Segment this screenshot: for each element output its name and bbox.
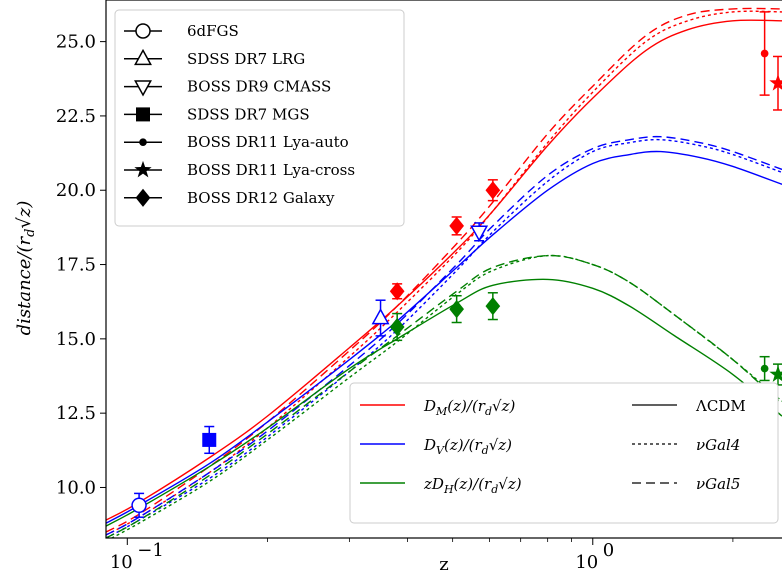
legend-label: ΛCDM xyxy=(695,397,746,415)
legend-label: BOSS DR11 Lya-auto xyxy=(187,133,349,151)
legend-label: DM(z)/(rd√z) xyxy=(423,397,515,418)
point-marker xyxy=(449,300,465,319)
point-marker xyxy=(769,74,782,91)
x-tick-label: 10 xyxy=(575,552,598,573)
point-marker xyxy=(760,49,769,58)
y-tick-label: 12.5 xyxy=(56,403,96,424)
legend-markers: 6dFGS SDSS DR7 LRG BOSS DR9 CMASS SDSS DR7 … xyxy=(114,9,405,227)
legend-marker xyxy=(139,138,147,147)
data-point xyxy=(389,312,405,342)
point-marker xyxy=(389,282,405,301)
data-point xyxy=(470,222,489,242)
data-point xyxy=(202,425,217,455)
legend-marker xyxy=(134,80,152,97)
legend-label: BOSS DR9 CMASS xyxy=(187,78,331,96)
legend-marker xyxy=(135,23,151,39)
x-tick-exponent: 0 xyxy=(603,540,614,561)
data-point xyxy=(449,216,465,236)
point-marker xyxy=(485,297,501,316)
legend-label: SDSS DR7 LRG xyxy=(187,50,305,68)
data-points xyxy=(131,11,782,518)
plot-frame xyxy=(105,0,782,539)
point-marker xyxy=(389,317,405,337)
legend-box-markers xyxy=(114,9,405,227)
y-tick-label: 15.0 xyxy=(56,329,96,350)
legend-label: DV(z)/(rd√z) xyxy=(423,436,512,457)
legend-box-series xyxy=(349,382,779,524)
legend-series: DM(z)/(rd√z) DV(z)/(rd√z) zDH(z)/(rd√z) ΛCD… xyxy=(349,382,779,524)
point-marker xyxy=(485,181,501,200)
curve-dh-nugal5 xyxy=(106,254,782,538)
point-marker xyxy=(131,497,147,514)
curve-dv-nugal4 xyxy=(106,138,782,538)
y-tick-label: 10.0 xyxy=(56,477,96,498)
data-point xyxy=(485,292,501,321)
legend-label: BOSS DR11 Lya-cross xyxy=(187,161,355,179)
data-point xyxy=(759,355,770,382)
legend-marker xyxy=(134,48,152,66)
y-tick-label: 22.5 xyxy=(56,106,96,127)
legend-marker xyxy=(134,160,152,178)
data-point xyxy=(769,363,782,386)
data-point xyxy=(371,299,390,337)
x-tick-label: 10 xyxy=(110,552,133,573)
curve-dh-nugal4 xyxy=(110,254,782,538)
y-tick-label: 25.0 xyxy=(56,32,96,53)
y-tick-label: 20.0 xyxy=(56,180,96,201)
data-point xyxy=(449,295,465,324)
point-marker xyxy=(760,364,769,373)
data-point xyxy=(759,11,770,96)
data-point xyxy=(131,492,147,518)
x-tick-exponent: −1 xyxy=(137,540,164,561)
legend-label: νGal5 xyxy=(696,475,740,493)
legend-label: zDH(z)/(rd√z) xyxy=(423,475,522,496)
data-point xyxy=(389,282,405,301)
legend-marker xyxy=(135,188,151,207)
legend-label: SDSS DR7 MGS xyxy=(187,105,310,123)
curve-dh-lcdm xyxy=(106,278,782,527)
point-marker xyxy=(449,216,465,236)
data-point xyxy=(485,179,501,202)
curve-dv-lcdm xyxy=(106,150,782,524)
legend-label: νGal4 xyxy=(696,436,740,454)
point-marker xyxy=(202,432,217,447)
y-axis-label: distance/(rd√z) xyxy=(14,201,38,336)
curve-dm-lcdm xyxy=(106,19,782,521)
y-tick-label: 17.5 xyxy=(56,255,96,276)
point-marker xyxy=(371,308,390,325)
legend-marker xyxy=(136,107,150,122)
point-marker xyxy=(470,225,489,242)
legend-label: 6dFGS xyxy=(187,22,239,40)
point-marker xyxy=(769,365,782,382)
data-point xyxy=(769,55,782,111)
legend-label: BOSS DR12 Galaxy xyxy=(187,189,335,207)
x-axis-label: z xyxy=(439,554,448,575)
